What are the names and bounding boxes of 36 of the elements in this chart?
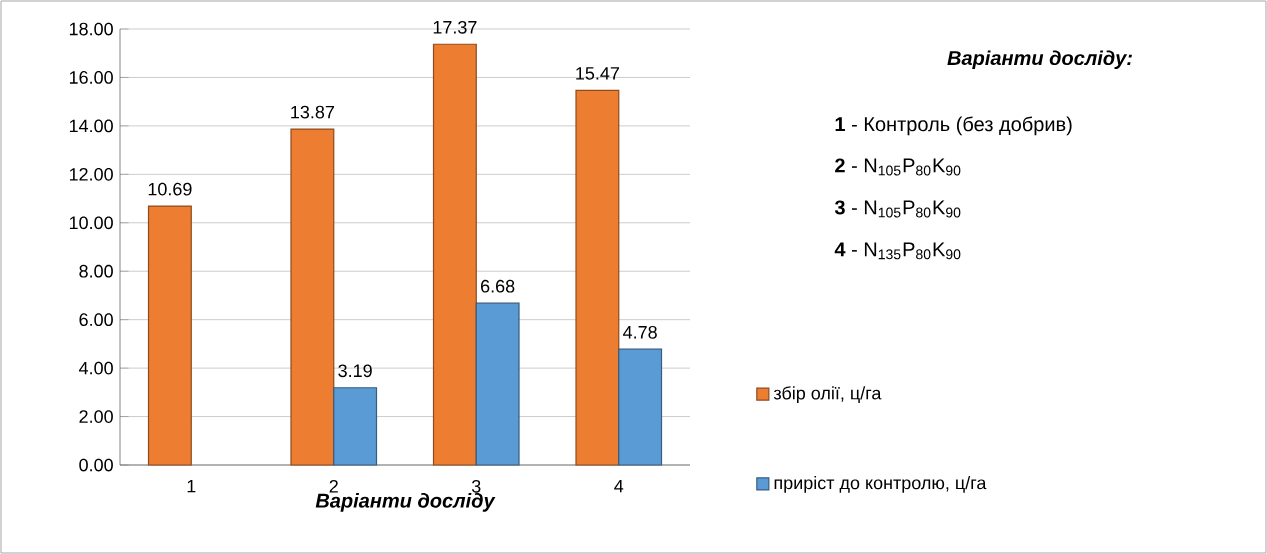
bar [575, 89, 620, 466]
y-tick-label: 12.00 [69, 167, 113, 181]
y-tick-label: 6.00 [79, 313, 113, 327]
bar [147, 205, 192, 466]
data-label: 6.68 [481, 279, 515, 293]
y-tick-label: 2.00 [79, 410, 113, 423]
bar [290, 128, 335, 466]
y-tick-label: 8.00 [79, 264, 113, 278]
data-label: 4.78 [623, 325, 657, 339]
bar [432, 43, 477, 466]
x-axis-title: Варіанти досліду [315, 493, 496, 512]
legend-label: збір олії, ц/га [773, 386, 882, 404]
x-tick-label: 1 [187, 479, 196, 493]
bar [475, 302, 520, 466]
x-tick-label: 3 [471, 479, 481, 493]
text: 2 - N$_{105}$P$_{80}$K$_{90}$ [835, 158, 961, 176]
text: Варіанти досліду: [947, 50, 1132, 70]
y-tick-label: 0.00 [79, 458, 113, 472]
y-tick-label: 16.00 [69, 71, 113, 84]
data-label: 17.37 [433, 20, 477, 34]
y-tick-label: 4.00 [78, 361, 113, 375]
y-tick-label: 18.00 [69, 22, 113, 36]
x-tick-label: 2 [329, 479, 338, 493]
y-tick-label: 10.00 [69, 216, 113, 230]
legend-label: приріст до контролю, ц/га [774, 476, 987, 493]
data-label: 3.19 [338, 364, 372, 378]
text: 1 - Контроль (без добрив) [835, 116, 1072, 136]
data-label: 15.47 [576, 67, 619, 80]
bar [333, 387, 378, 466]
x-tick-label: 4 [614, 479, 624, 493]
data-label: 13.87 [291, 105, 334, 119]
y-tick-label: 14.00 [69, 119, 113, 133]
text: 4 - N$_{135}$P$_{80}$K$_{90}$ [834, 242, 961, 260]
bar [618, 348, 663, 466]
text: 3 - N$_{105}$P$_{80}$K$_{90}$ [834, 200, 961, 218]
data-label: 10.69 [148, 182, 192, 196]
